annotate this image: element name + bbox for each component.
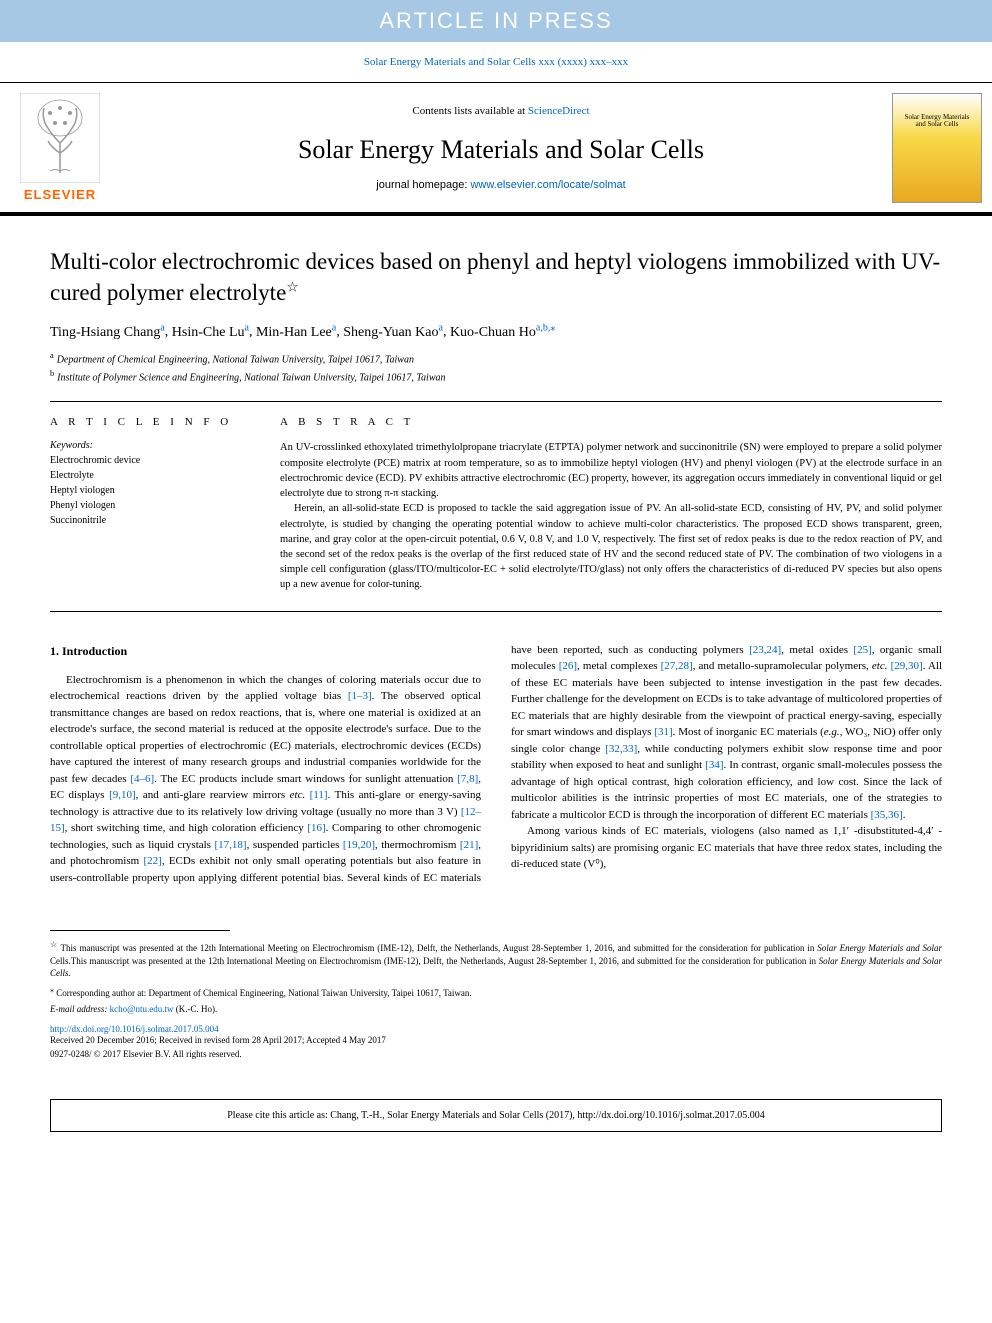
author: Kuo-Chuan Hoa,b,⁎ (450, 325, 555, 340)
journal-reference: Solar Energy Materials and Solar Cells x… (0, 42, 992, 82)
abstract-p1: An UV-crosslinked ethoxylated trimethylo… (280, 440, 942, 501)
affiliation: aDepartment of Chemical Engineering, Nat… (50, 351, 942, 365)
ref-link[interactable]: [29,30] (891, 660, 923, 672)
citation-box: Please cite this article as: Chang, T.-H… (50, 1099, 942, 1132)
ref-link[interactable]: [34] (705, 759, 723, 771)
publisher-logo: ELSEVIER (0, 83, 120, 212)
footnote-email: E-mail address: kcho@ntu.edu.tw (K.-C. H… (50, 1003, 942, 1016)
keyword: Electrolyte (50, 468, 250, 483)
doi: http://dx.doi.org/10.1016/j.solmat.2017.… (50, 1024, 942, 1034)
author: Ting-Hsiang Changa (50, 325, 165, 340)
footer: ☆ This manuscript was presented at the 1… (0, 930, 992, 1079)
email-link[interactable]: kcho@ntu.edu.tw (110, 1004, 174, 1014)
section-1-title: 1. Introduction (50, 642, 481, 660)
elsevier-tree-icon (20, 93, 100, 183)
divider (50, 611, 942, 612)
elsevier-text: ELSEVIER (24, 187, 96, 202)
footnote-divider (50, 930, 230, 931)
ref-link[interactable]: [19,20] (343, 839, 375, 851)
journal-header: ELSEVIER Contents lists available at Sci… (0, 82, 992, 216)
intro-p3: Among various kinds of EC materials, vio… (511, 823, 942, 873)
cover-image: Solar Energy Materials and Solar Cells (892, 93, 982, 203)
affiliation: bInstitute of Polymer Science and Engine… (50, 369, 942, 383)
copyright: 0927-0248/ © 2017 Elsevier B.V. All righ… (50, 1049, 942, 1059)
ref-link[interactable]: [1–3] (348, 690, 372, 702)
header-center: Contents lists available at ScienceDirec… (120, 83, 882, 212)
journal-name: Solar Energy Materials and Solar Cells (120, 135, 882, 165)
author: Sheng-Yuan Kaoa (343, 325, 443, 340)
footnote-manuscript: ☆ This manuscript was presented at the 1… (50, 939, 942, 980)
article-info-section: A R T I C L E I N F O Keywords: Electroc… (50, 416, 250, 592)
author: Min-Han Leea (256, 325, 336, 340)
authors-list: Ting-Hsiang Changa, Hsin-Che Lua, Min-Ha… (50, 322, 942, 341)
ref-link[interactable]: [25] (853, 644, 871, 656)
abstract-p2: Herein, an all-solid-state ECD is propos… (280, 501, 942, 592)
journal-homepage: journal homepage: www.elsevier.com/locat… (120, 179, 882, 191)
keyword: Electrochromic device (50, 453, 250, 468)
ref-link[interactable]: [22] (143, 855, 161, 867)
ref-link[interactable]: [23,24] (749, 644, 781, 656)
journal-cover: Solar Energy Materials and Solar Cells (882, 83, 992, 212)
ref-link[interactable]: [4–6] (130, 773, 154, 785)
divider (50, 401, 942, 402)
sciencedirect-link[interactable]: ScienceDirect (528, 105, 590, 117)
keywords-label: Keywords: (50, 440, 250, 451)
article-in-press-banner: ARTICLE IN PRESS (0, 0, 992, 42)
abstract-section: A B S T R A C T An UV-crosslinked ethoxy… (280, 416, 942, 592)
keyword: Phenyl viologen (50, 498, 250, 513)
keyword: Heptyl viologen (50, 483, 250, 498)
ref-link[interactable]: [21] (460, 839, 478, 851)
abstract-header: A B S T R A C T (280, 416, 942, 428)
footnote-corresponding: ⁎ Corresponding author at: Department of… (50, 984, 942, 1000)
homepage-link[interactable]: www.elsevier.com/locate/solmat (470, 179, 625, 191)
ref-link[interactable]: [27,28] (661, 660, 693, 672)
ref-link[interactable]: [16] (307, 822, 325, 834)
received-dates: Received 20 December 2016; Received in r… (50, 1034, 942, 1047)
ref-link[interactable]: [31] (654, 726, 672, 738)
doi-link[interactable]: http://dx.doi.org/10.1016/j.solmat.2017.… (50, 1024, 219, 1034)
ref-link[interactable]: [17,18] (214, 839, 246, 851)
article-title: Multi-color electrochromic devices based… (50, 246, 942, 308)
ref-link[interactable]: [11] (310, 789, 328, 801)
contents-available: Contents lists available at ScienceDirec… (120, 105, 882, 117)
article-info-header: A R T I C L E I N F O (50, 416, 250, 428)
ref-link[interactable]: [35,36] (871, 809, 903, 821)
ref-link[interactable]: [26] (559, 660, 577, 672)
ref-link[interactable]: [32,33] (605, 743, 637, 755)
author: Hsin-Che Lua (172, 325, 249, 340)
ref-link[interactable]: [7,8] (457, 773, 478, 785)
keyword: Succinonitrile (50, 513, 250, 528)
journal-ref-link[interactable]: Solar Energy Materials and Solar Cells x… (364, 56, 628, 68)
body-columns: 1. Introduction Electrochromism is a phe… (50, 642, 942, 887)
ref-link[interactable]: [9,10] (109, 789, 136, 801)
